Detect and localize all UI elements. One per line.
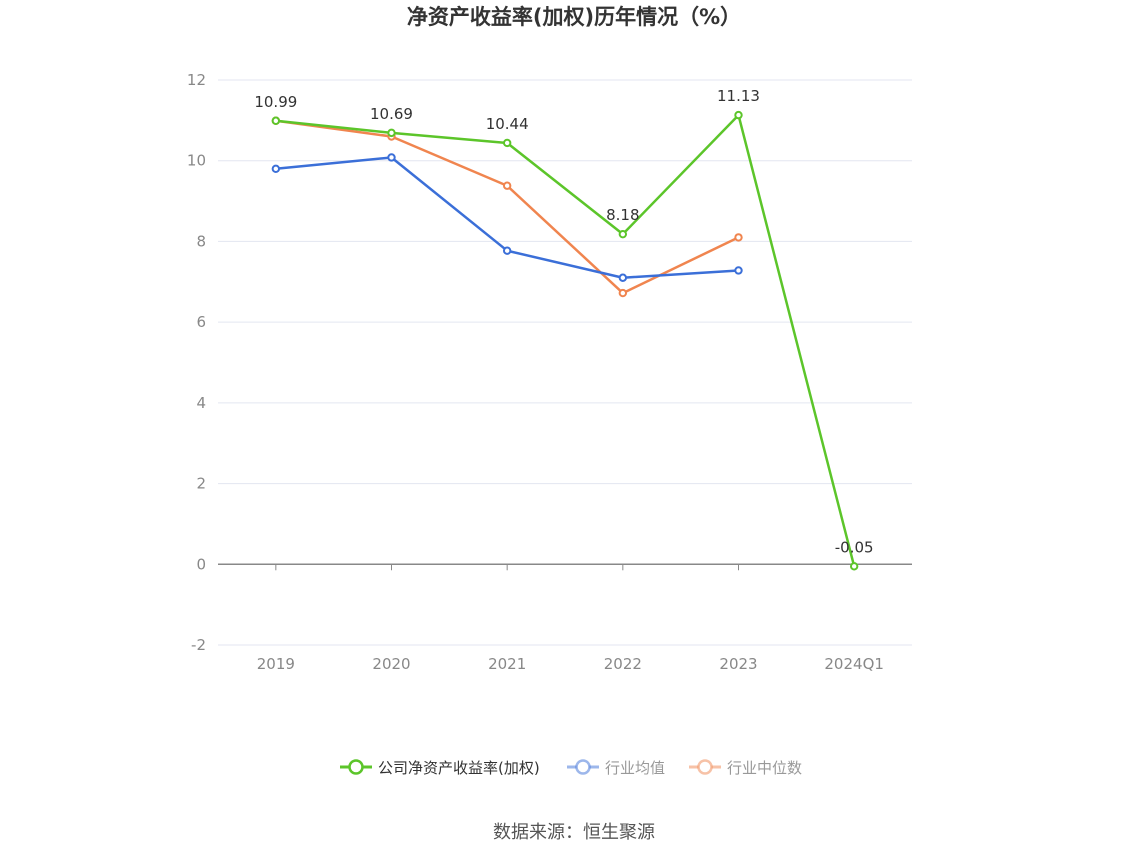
- y-tick-label: 12: [187, 71, 206, 89]
- series-lines: [271, 110, 859, 571]
- series-line: [275, 113, 856, 567]
- legend-item[interactable]: 行业中位数: [689, 759, 802, 777]
- data-point[interactable]: [734, 266, 743, 275]
- y-tick-label: 0: [196, 555, 206, 573]
- data-labels: 10.99 10.69 10.44 8.18 11.13 -0.05: [254, 87, 873, 556]
- legend-marker: [348, 759, 364, 775]
- data-label: -0.05: [835, 538, 874, 556]
- data-label: 11.13: [717, 87, 760, 105]
- legend-item[interactable]: 公司净资产收益率(加权): [340, 759, 540, 777]
- data-point[interactable]: [502, 181, 512, 190]
- x-tick-label: 2024Q1: [824, 655, 884, 673]
- data-point[interactable]: [734, 110, 743, 120]
- data-label: 10.99: [254, 93, 297, 111]
- x-tick-label: 2021: [488, 655, 526, 673]
- y-axis: -2 0 2 4 6 8 10 12: [187, 71, 206, 654]
- x-tick-label: 2020: [372, 655, 410, 673]
- legend-label: 公司净资产收益率(加权): [378, 759, 540, 777]
- y-tick-label: 10: [187, 152, 206, 170]
- x-tick-label: 2023: [719, 655, 757, 673]
- y-tick-label: 6: [196, 313, 206, 331]
- data-point[interactable]: [849, 562, 859, 571]
- data-point[interactable]: [618, 273, 628, 282]
- y-tick-label: 8: [196, 232, 206, 250]
- data-point[interactable]: [734, 233, 743, 242]
- legend-marker: [575, 759, 591, 775]
- x-tick-label: 2019: [257, 655, 295, 673]
- data-point[interactable]: [271, 164, 281, 173]
- data-point[interactable]: [387, 128, 396, 138]
- data-point[interactable]: [271, 116, 281, 125]
- y-tick-label: -2: [191, 636, 206, 654]
- legend-item[interactable]: 行业均值: [567, 759, 665, 777]
- chart-title: 净资产收益率(加权)历年情况（%）: [407, 5, 741, 29]
- y-tick-label: 2: [196, 475, 206, 493]
- x-tick-label: 2022: [604, 655, 642, 673]
- data-label: 8.18: [606, 206, 639, 224]
- data-point[interactable]: [387, 153, 396, 162]
- data-label: 10.69: [370, 105, 413, 123]
- y-tick-label: 4: [196, 394, 206, 412]
- series-line: [275, 156, 739, 279]
- x-axis: 2019 2020 2021 2022 2023 2024Q1: [257, 564, 884, 673]
- data-source: 数据来源：恒生聚源: [493, 822, 655, 843]
- grid: [218, 79, 912, 646]
- data-point[interactable]: [618, 229, 628, 239]
- legend-label: 行业中位数: [727, 759, 802, 777]
- data-label: 10.44: [486, 115, 529, 133]
- data-point[interactable]: [502, 246, 512, 255]
- legend-marker: [697, 759, 713, 775]
- data-point[interactable]: [618, 288, 628, 298]
- legend[interactable]: 公司净资产收益率(加权) 行业均值 行业中位数: [340, 759, 802, 777]
- data-point[interactable]: [502, 138, 512, 148]
- legend-label: 行业均值: [605, 759, 665, 777]
